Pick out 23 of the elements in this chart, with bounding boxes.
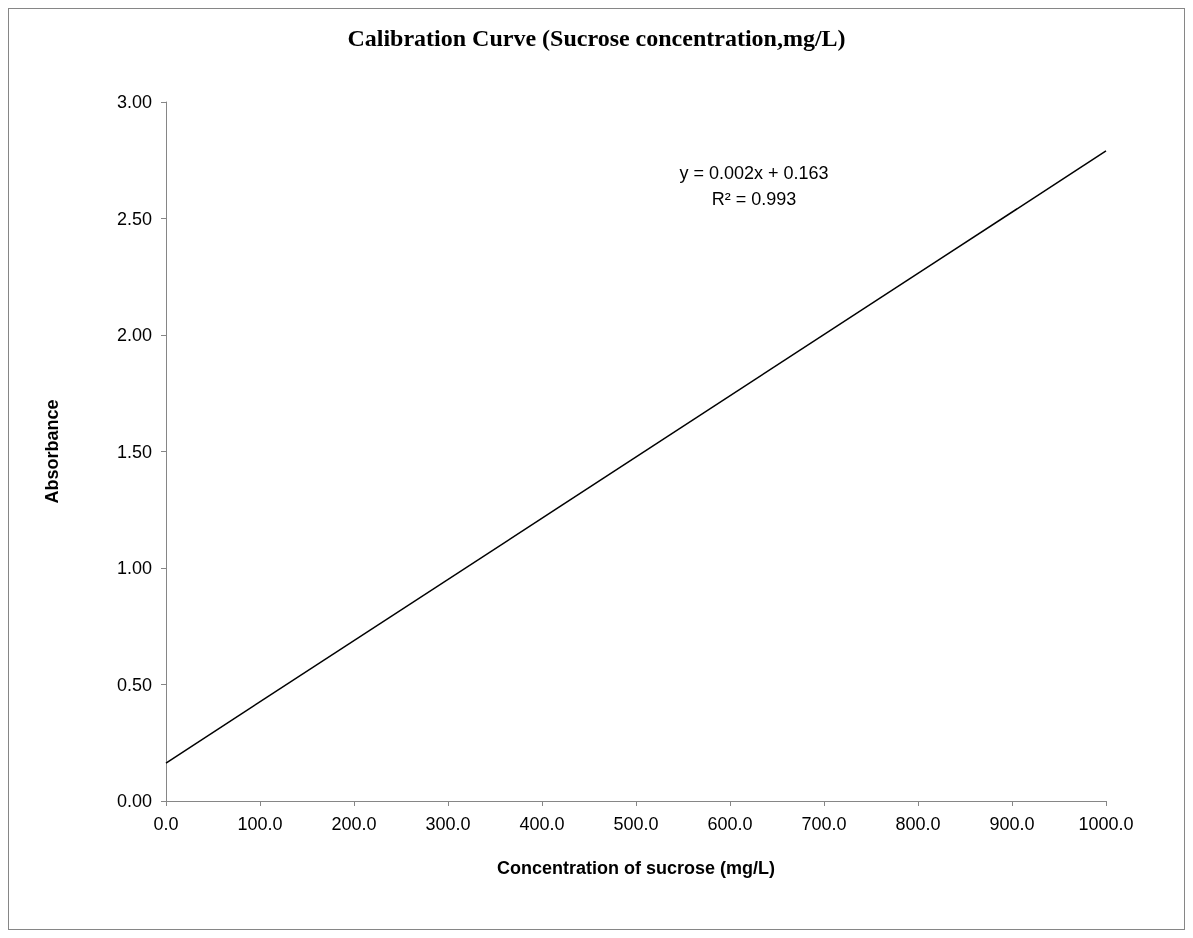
y-tick-label: 0.50: [116, 674, 152, 695]
x-tick-label: 900.0: [989, 814, 1035, 834]
x-tick-label: 100.0: [237, 814, 283, 834]
x-tick-label: 400.0: [519, 814, 565, 834]
y-tick-label: 1.50: [116, 441, 152, 462]
annotation: R² = 0.993: [711, 189, 797, 209]
x-tick-label: 1000.0: [1078, 814, 1134, 834]
x-tick-label: 500.0: [613, 814, 659, 834]
x-axis-title: Concentration of sucrose (mg/L): [496, 858, 776, 878]
annotation: y = 0.002x + 0.163: [679, 163, 829, 183]
x-tick-label: 300.0: [425, 814, 471, 834]
x-tick-label: 800.0: [895, 814, 941, 834]
y-tick-label: 2.00: [116, 325, 152, 345]
x-tick-label: 700.0: [801, 814, 847, 834]
y-tick-label: 2.50: [116, 208, 152, 229]
x-tick-label: 200.0: [331, 814, 377, 834]
x-tick-label: 0.0: [153, 814, 179, 834]
x-tick-label: 600.0: [707, 814, 753, 834]
y-axis-title: Absorbance: [42, 399, 62, 504]
y-tick-label: 0.00: [116, 791, 152, 811]
chart-title: Calibration Curve (Sucrose concentration,mg/L): [347, 25, 846, 51]
y-tick-label: 1.00: [116, 558, 152, 578]
y-tick-label: 3.00: [116, 92, 152, 112]
